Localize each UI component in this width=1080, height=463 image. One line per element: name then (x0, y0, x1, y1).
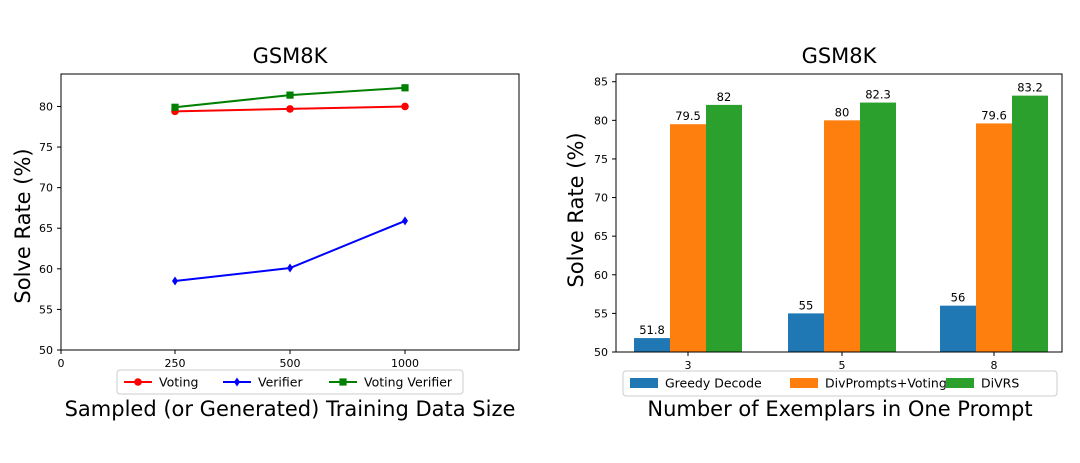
y-tick-label: 75 (594, 153, 608, 166)
bar (634, 338, 670, 352)
data-label: 82.3 (865, 88, 891, 102)
data-label: 80 (835, 105, 850, 119)
data-point (286, 105, 294, 113)
y-tick-label: 65 (594, 230, 608, 243)
legend-frame (116, 369, 464, 395)
legend-marker (234, 377, 240, 387)
data-point (287, 263, 293, 273)
legend-label: Verifier (258, 375, 303, 390)
data-point (286, 91, 294, 99)
bar-chart: GSM8K505560657075808551.879.5823558082.3… (564, 44, 1063, 421)
data-point (171, 103, 179, 111)
y-tick-label: 85 (594, 76, 608, 89)
data-point (401, 102, 409, 111)
legend-swatch (630, 378, 658, 388)
y-tick-label: 55 (594, 307, 608, 320)
bar (788, 313, 824, 352)
bar (976, 123, 1012, 352)
data-point (402, 216, 408, 226)
data-point (401, 84, 409, 92)
data-label: 83.2 (1017, 81, 1043, 95)
legend-marker (134, 378, 142, 386)
y-tick-label: 70 (39, 182, 53, 195)
y-tick-label: 80 (594, 114, 608, 127)
legend-marker (339, 378, 347, 386)
y-tick-label: 60 (39, 263, 53, 276)
x-tick-label: 250 (165, 357, 186, 370)
y-tick-label: 50 (39, 344, 53, 357)
y-axis-label: Solve Rate (%) (11, 148, 35, 303)
data-label: 79.5 (675, 109, 701, 123)
line-chart: GSM8K 50 55 60 65 70 75 80 0 250 500 1000 Solve Rate… (11, 44, 520, 421)
legend: Greedy Decode DivPrompts+Voting DiVRS (622, 370, 1058, 397)
x-tick-label: 3 (685, 359, 692, 372)
y-axis-label: Solve Rate (%) (564, 132, 588, 287)
x-axis-label: Number of Exemplars in One Prompt (647, 397, 1032, 421)
data-label: 55 (799, 298, 814, 312)
data-point (172, 276, 178, 286)
bar (940, 305, 976, 352)
y-tick-label: 55 (39, 303, 53, 316)
legend-label: DiVRS (981, 376, 1019, 391)
bar (706, 104, 742, 352)
chart-title: GSM8K (802, 44, 878, 68)
y-tick-label: 75 (39, 141, 53, 154)
legend-swatch (790, 378, 818, 388)
y-tick-label: 80 (39, 100, 53, 113)
y-tick-label: 60 (594, 269, 608, 282)
data-label: 51.8 (639, 323, 665, 337)
x-tick-label: 1000 (391, 357, 419, 370)
legend-label: Greedy Decode (665, 376, 762, 391)
bar (1012, 95, 1048, 352)
plot-frame (615, 73, 1063, 353)
legend: Voting Verifier Voting Verifier (116, 369, 464, 395)
bar (670, 124, 706, 352)
x-axis-label: Sampled (or Generated) Training Data Siz… (65, 397, 516, 421)
y-tick-label: 65 (39, 222, 53, 235)
x-tick-label: 8 (991, 359, 998, 372)
legend-label: DivPrompts+Voting (825, 376, 947, 391)
y-tick-label: 50 (594, 346, 608, 359)
legend-frame (622, 370, 1058, 397)
chart-title: GSM8K (253, 44, 329, 68)
legend-swatch (946, 378, 974, 388)
data-label: 56 (951, 291, 966, 305)
x-tick-label: 5 (839, 359, 846, 372)
bar (824, 120, 860, 352)
bar (860, 102, 896, 352)
x-tick-label: 500 (280, 357, 301, 370)
data-label: 79.6 (981, 108, 1007, 122)
x-tick-label: 0 (58, 357, 65, 370)
y-tick-label: 70 (594, 192, 608, 205)
legend-label: Voting (159, 375, 198, 390)
data-label: 82 (717, 90, 732, 104)
legend-label: Voting Verifier (364, 375, 453, 390)
plot-frame (60, 73, 520, 351)
